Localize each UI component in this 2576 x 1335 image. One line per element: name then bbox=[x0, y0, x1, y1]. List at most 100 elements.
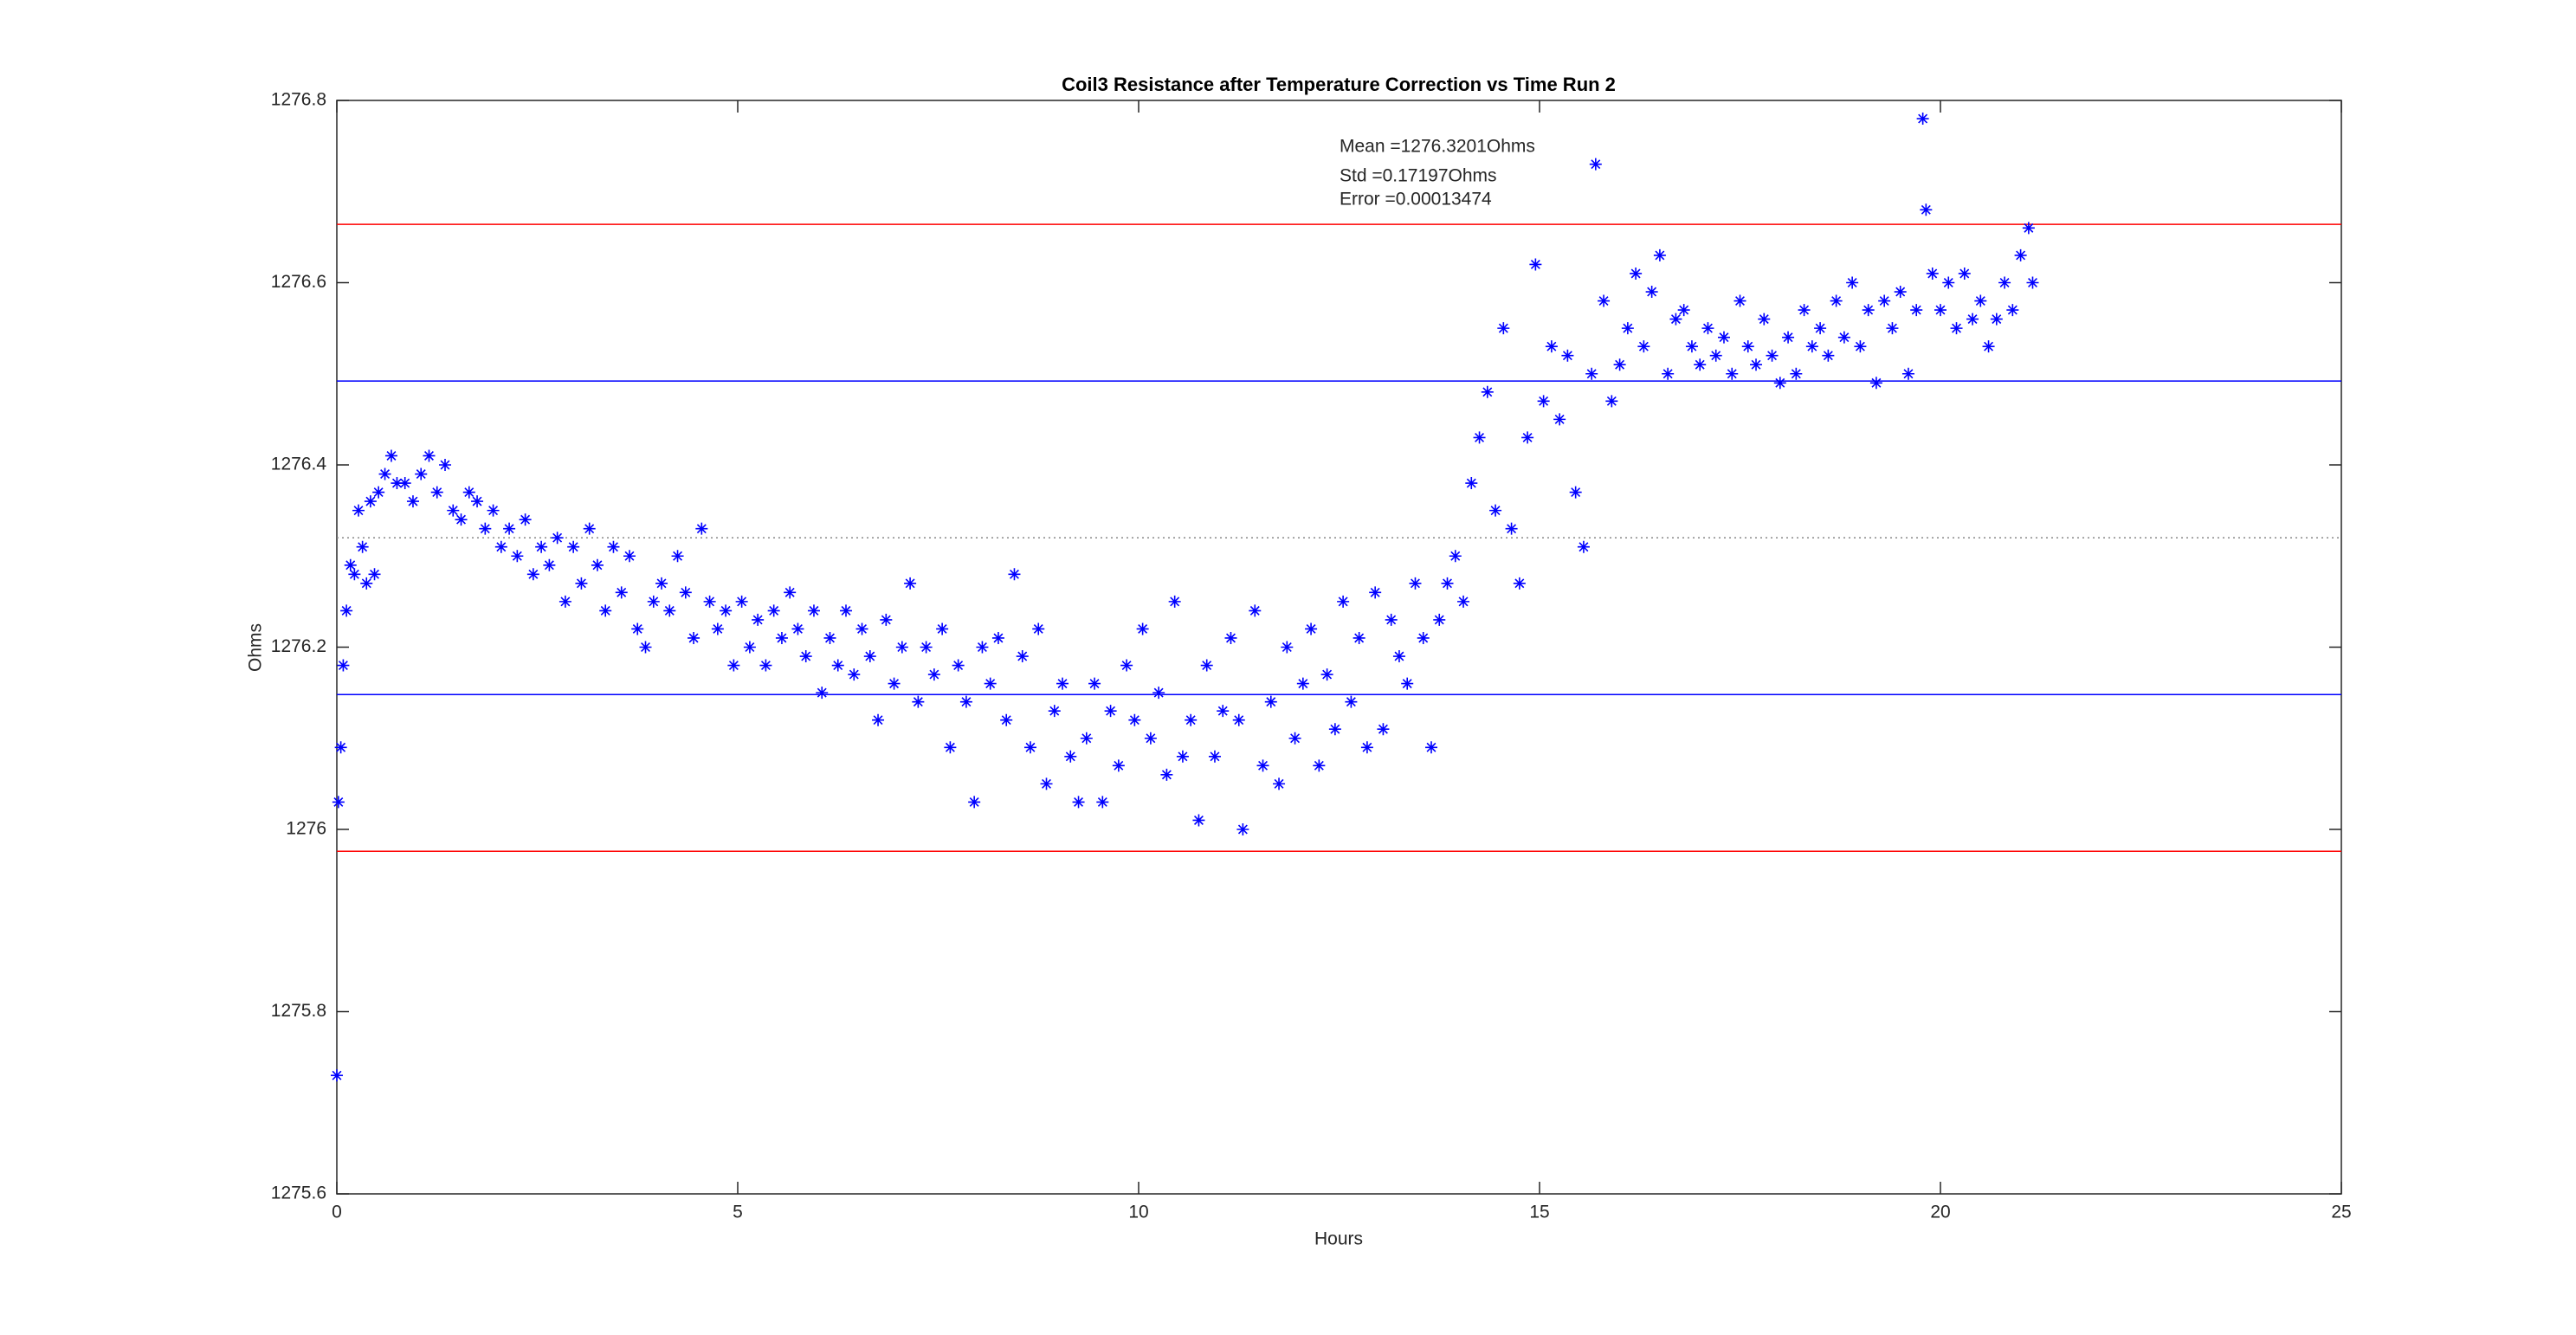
data-point bbox=[447, 504, 460, 517]
data-point bbox=[1733, 294, 1746, 307]
data-point bbox=[799, 650, 812, 663]
data-point bbox=[1950, 322, 1963, 335]
data-point bbox=[1128, 713, 1141, 726]
chart-title: Coil3 Resistance after Temperature Corre… bbox=[1062, 74, 1616, 95]
data-point bbox=[1112, 759, 1125, 772]
data-point bbox=[1264, 695, 1277, 708]
data-point bbox=[1385, 613, 1398, 626]
data-point bbox=[880, 613, 893, 626]
data-point bbox=[1645, 286, 1658, 299]
data-point bbox=[368, 568, 381, 581]
data-point bbox=[720, 604, 733, 617]
data-point bbox=[1056, 677, 1069, 690]
data-point bbox=[1353, 631, 1365, 644]
data-point bbox=[1048, 705, 1061, 718]
data-point bbox=[1392, 650, 1405, 663]
data-point bbox=[1217, 705, 1230, 718]
data-point bbox=[1168, 595, 1181, 608]
data-point bbox=[1669, 313, 1682, 326]
data-point bbox=[415, 468, 428, 480]
data-point bbox=[1701, 322, 1714, 335]
y-tick-label: 1276.2 bbox=[271, 636, 326, 656]
y-tick-label: 1275.8 bbox=[271, 1001, 326, 1021]
data-point bbox=[1942, 276, 1955, 289]
data-point bbox=[1577, 540, 1590, 553]
data-point bbox=[471, 495, 484, 508]
data-point bbox=[1662, 367, 1675, 380]
data-point bbox=[695, 522, 708, 535]
data-point bbox=[1409, 577, 1422, 590]
data-point bbox=[823, 631, 836, 644]
data-point bbox=[1998, 276, 2011, 289]
data-point bbox=[1561, 349, 1574, 362]
data-point bbox=[1224, 631, 1237, 644]
data-point bbox=[1974, 294, 1987, 307]
data-point bbox=[639, 641, 652, 654]
x-tick-label: 5 bbox=[733, 1203, 743, 1222]
data-point bbox=[567, 540, 580, 553]
data-point bbox=[1637, 340, 1650, 353]
data-point bbox=[872, 713, 885, 726]
data-point bbox=[1934, 304, 1947, 317]
annotation: Std =0.17197Ohms bbox=[1340, 166, 1497, 186]
y-tick-label: 1275.6 bbox=[271, 1183, 326, 1203]
data-point bbox=[1023, 741, 1036, 754]
data-point bbox=[1497, 322, 1510, 335]
data-point bbox=[439, 459, 452, 471]
data-point bbox=[1886, 322, 1899, 335]
y-tick-label: 1276.8 bbox=[271, 90, 326, 110]
data-point bbox=[1104, 705, 1117, 718]
data-point bbox=[607, 540, 620, 553]
data-point bbox=[1281, 641, 1294, 654]
data-point bbox=[332, 796, 345, 809]
data-point bbox=[1449, 550, 1462, 563]
data-point bbox=[1916, 113, 1929, 126]
data-point bbox=[430, 486, 443, 499]
data-point bbox=[378, 468, 391, 480]
data-point bbox=[1982, 340, 1995, 353]
data-point bbox=[1677, 304, 1690, 317]
data-point bbox=[952, 659, 965, 672]
data-point bbox=[647, 595, 660, 608]
data-point bbox=[1741, 340, 1754, 353]
y-tick-label: 1276.6 bbox=[271, 272, 326, 292]
data-point bbox=[384, 449, 397, 462]
data-point bbox=[398, 477, 411, 490]
data-point bbox=[863, 650, 876, 663]
data-point bbox=[840, 604, 853, 617]
data-point bbox=[1966, 313, 1979, 326]
data-point bbox=[735, 595, 748, 608]
data-point bbox=[927, 668, 940, 681]
data-point bbox=[743, 641, 756, 654]
data-point bbox=[1920, 203, 1933, 216]
data-point bbox=[1305, 622, 1318, 635]
x-tick-label: 25 bbox=[2331, 1203, 2351, 1222]
data-point bbox=[331, 1069, 343, 1082]
data-point bbox=[1000, 713, 1013, 726]
data-point bbox=[1424, 741, 1437, 754]
data-point bbox=[1837, 331, 1850, 344]
data-point bbox=[1320, 668, 1333, 681]
data-point bbox=[1653, 248, 1666, 261]
data-point bbox=[423, 449, 436, 462]
data-point bbox=[984, 677, 997, 690]
data-point bbox=[752, 613, 765, 626]
data-point bbox=[784, 586, 797, 599]
data-point bbox=[1798, 304, 1811, 317]
data-point bbox=[688, 631, 700, 644]
data-point bbox=[1814, 322, 1827, 335]
data-point bbox=[767, 604, 780, 617]
data-point bbox=[895, 641, 908, 654]
data-point bbox=[1766, 349, 1779, 362]
data-point bbox=[944, 741, 957, 754]
data-point bbox=[372, 486, 385, 499]
data-point bbox=[1790, 367, 1803, 380]
data-point bbox=[1709, 349, 1722, 362]
data-point bbox=[1160, 768, 1173, 781]
data-point bbox=[583, 522, 596, 535]
data-point bbox=[2026, 276, 2039, 289]
data-point bbox=[337, 659, 350, 672]
data-point bbox=[535, 540, 548, 553]
plot-area bbox=[336, 100, 2342, 1195]
data-point bbox=[775, 631, 788, 644]
